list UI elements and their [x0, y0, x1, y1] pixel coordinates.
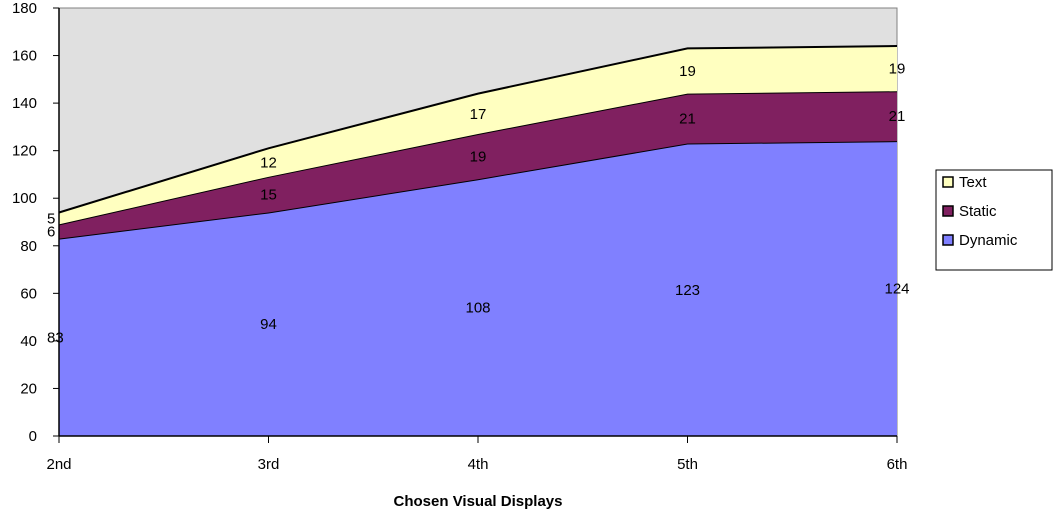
y-tick-label: 140	[12, 95, 37, 112]
area-dynamic	[59, 141, 897, 436]
area-static	[59, 91, 897, 239]
x-tick-label: 4th	[468, 456, 489, 473]
data-label-dynamic: 108	[465, 300, 490, 317]
data-label-dynamic: 123	[675, 282, 700, 299]
y-tick-label: 20	[20, 380, 37, 397]
y-tick-label: 40	[20, 333, 37, 350]
y-tick-label: 120	[12, 143, 37, 160]
legend-swatch-dynamic	[942, 234, 954, 246]
area-text	[59, 46, 897, 225]
data-label-text: 19	[679, 63, 696, 80]
y-tick-label: 0	[29, 428, 37, 445]
area-series-group	[58, 45, 898, 436]
x-tick-label: 5th	[677, 456, 698, 473]
data-label-text: 17	[470, 106, 487, 123]
y-tick-label: 160	[12, 48, 37, 65]
data-label-static: 6	[47, 224, 55, 241]
data-label-dynamic: 124	[884, 281, 909, 298]
y-tick-label: 100	[12, 190, 37, 207]
data-label-text: 5	[47, 210, 55, 227]
x-tick-label: 2nd	[46, 456, 71, 473]
legend-swatch-text	[942, 176, 954, 188]
y-tick-label: 180	[12, 0, 37, 17]
data-labels-group: 83 94 108 123 124 6 15 19 21 21 5 12 17 19 19	[47, 61, 910, 347]
x-axis-title: Chosen Visual Displays	[394, 493, 563, 510]
legend: Text Static Dynamic	[935, 169, 1053, 271]
data-label-static: 15	[260, 187, 277, 204]
legend-label-dynamic: Dynamic	[959, 232, 1018, 249]
y-tick-label: 80	[20, 238, 37, 255]
data-label-dynamic: 83	[47, 329, 64, 346]
x-tick-label: 6th	[887, 456, 908, 473]
axes-group: 0 20 40 60 80 100 120 140 160 180 2nd 3rd 4th 5th 6th	[12, 0, 907, 473]
data-label-text: 19	[889, 61, 906, 78]
data-label-static: 21	[679, 111, 696, 128]
data-label-dynamic: 94	[260, 316, 277, 333]
x-tick-label: 3rd	[258, 456, 280, 473]
legend-box	[935, 169, 1053, 271]
data-label-static: 19	[470, 149, 487, 166]
legend-label-text: Text	[959, 174, 987, 191]
legend-swatch-static	[942, 205, 954, 217]
data-label-static: 21	[889, 108, 906, 125]
data-label-text: 12	[260, 155, 277, 172]
area-outline-text	[58, 45, 898, 214]
legend-label-static: Static	[959, 203, 997, 220]
y-tick-label: 60	[20, 285, 37, 302]
